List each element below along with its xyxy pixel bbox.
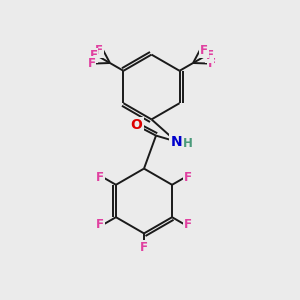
Text: F: F	[95, 44, 103, 57]
Text: O: O	[130, 118, 142, 132]
Text: F: F	[96, 171, 104, 184]
Text: F: F	[206, 49, 214, 62]
Text: F: F	[200, 44, 208, 57]
Text: F: F	[208, 57, 215, 70]
Text: F: F	[89, 49, 98, 62]
Text: F: F	[140, 241, 148, 254]
Text: F: F	[96, 218, 104, 231]
Text: F: F	[184, 171, 192, 184]
Text: H: H	[183, 136, 193, 150]
Text: F: F	[184, 218, 192, 231]
Text: F: F	[88, 57, 95, 70]
Text: N: N	[171, 135, 182, 148]
